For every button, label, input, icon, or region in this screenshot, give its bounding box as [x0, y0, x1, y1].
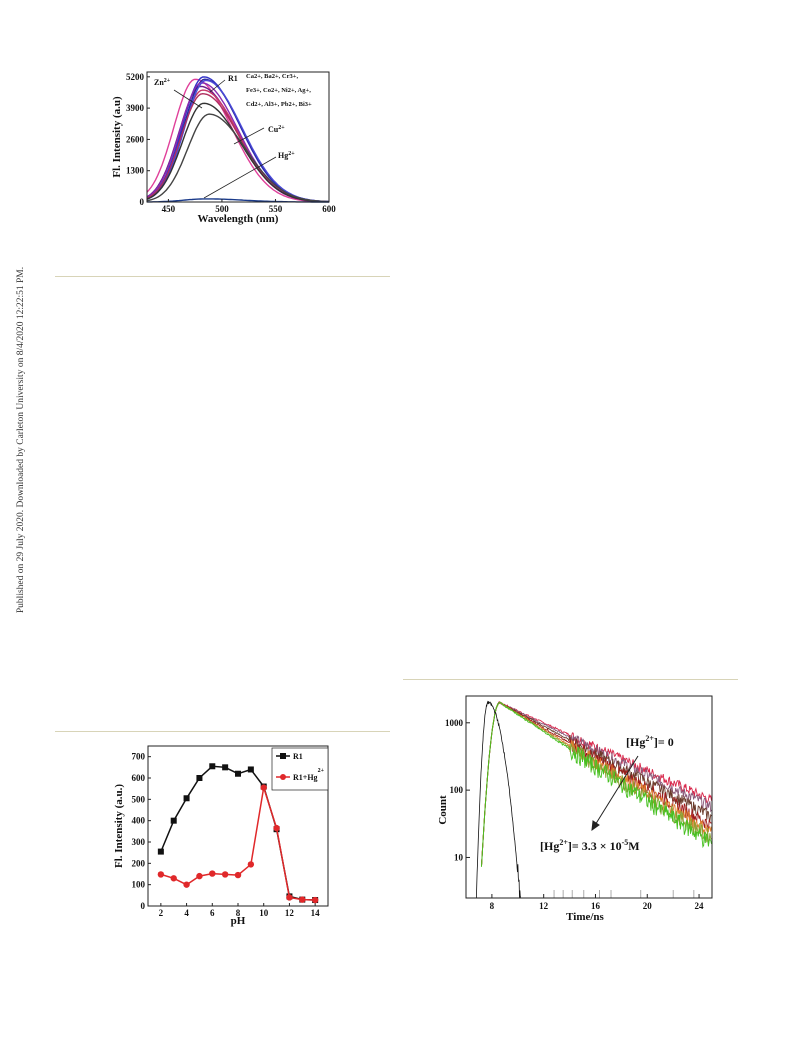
cu-label: Cu2+	[268, 125, 285, 134]
download-watermark: Published on 29 July 2020. Downloaded by…	[0, 0, 40, 1039]
ytick-label: 1000	[445, 718, 464, 728]
chart3-decay-curves	[476, 700, 712, 899]
ytick-label: 1300	[126, 166, 145, 176]
chart1-ticks: 450 500 550 600 0 1300 2600 3900 5200	[126, 72, 336, 214]
ytick-label: 100	[132, 880, 146, 890]
chart1-xlabel: Wavelength (nm)	[198, 213, 279, 225]
r1-label: R1	[228, 74, 238, 83]
xtick-label: 8	[490, 901, 495, 911]
xtick-label: 8	[236, 908, 241, 918]
point-r1hg	[209, 870, 216, 877]
ytick-label: 3900	[126, 103, 145, 113]
chart1-pointer-lines	[173, 79, 277, 199]
ytick-label: 700	[132, 752, 146, 762]
point-r1hg	[299, 896, 306, 903]
point-r1hg	[183, 881, 190, 888]
chart1-ylabel: Fl. Intensity (a.u)	[111, 96, 123, 178]
emission-curve-0	[146, 78, 330, 203]
ytick-label: 400	[132, 816, 146, 826]
point-r1	[157, 848, 164, 855]
ions-line-3: Cd2+, Al3+, Pb2+, Bi3+	[246, 101, 312, 108]
ph-dependence-chart: 2 4 6 8 10 12 14 0 100 200 300 400 500 600 700 R1 R1+H…	[113, 745, 329, 927]
chart3-xlabel: Time/ns	[566, 911, 604, 923]
point-r1hg	[260, 784, 267, 791]
chart1-frame	[146, 71, 330, 203]
xtick-label: 20	[643, 901, 653, 911]
download-watermark-text: Published on 29 July 2020. Downloaded by…	[16, 266, 26, 614]
ytick-label: 300	[132, 837, 146, 847]
xtick-label: 600	[322, 204, 336, 214]
zn-label: Zn2+	[154, 78, 171, 87]
decay-curve-6	[481, 701, 712, 867]
chart2-ylabel: Fl. Intensity (a.u.)	[113, 784, 125, 868]
point-r1hg	[196, 872, 203, 880]
xtick-label: 12	[539, 901, 549, 911]
chart3-ticks: 8 12 16 20 24 10 100 1000	[445, 718, 704, 911]
point-r1hg	[286, 894, 293, 901]
point-r1hg	[157, 871, 165, 878]
legend-r1-label: R1	[293, 752, 303, 761]
irf-curve	[476, 700, 551, 899]
chart3-frame	[465, 695, 713, 899]
point-r1hg	[273, 824, 280, 832]
ytick-label: 2600	[126, 134, 145, 144]
section-rule-2	[55, 731, 390, 732]
point-r1hg	[247, 861, 255, 868]
legend-r1hg-marker	[280, 774, 286, 780]
point-r1	[183, 795, 190, 802]
section-rule-1	[55, 276, 390, 277]
point-r1hg	[234, 871, 242, 879]
point-r1hg	[221, 871, 229, 878]
chart2-series	[157, 763, 319, 904]
ytick-label: 10	[454, 852, 464, 862]
emission-curves	[146, 76, 330, 203]
xtick-label: 14	[311, 908, 321, 918]
fluorescence-decay-chart: 8 12 16 20 24 10 100 1000 Count Time/ns [Hg2+]=…	[437, 695, 713, 923]
point-r1	[209, 763, 216, 770]
decay-curve-1	[481, 701, 712, 866]
chart3-arrow	[591, 755, 639, 832]
point-r1	[196, 775, 203, 781]
xtick-label: 12	[285, 908, 295, 918]
ytick-label: 200	[132, 858, 146, 868]
xtick-label: 500	[215, 204, 229, 214]
point-r1	[170, 817, 177, 824]
chart2-legend: R1 R1+Hg2+	[276, 752, 325, 782]
emission-curve-9	[146, 113, 330, 203]
chart2-ticks: 2 4 6 8 10 12 14 0 100 200 300 400 500 600 700	[132, 752, 321, 918]
point-r1	[247, 766, 254, 773]
chart3-ylabel: Count	[437, 795, 449, 825]
ytick-label: 100	[450, 785, 464, 795]
xtick-label: 24	[695, 901, 705, 911]
xtick-label: 450	[162, 204, 176, 214]
point-r1	[235, 770, 241, 777]
ions-line-1: Ca2+, Ba2+, Cr3+,	[246, 73, 298, 80]
section-rule-3	[403, 679, 738, 680]
chart2-xlabel: pH	[231, 915, 246, 927]
ytick-label: 600	[132, 773, 146, 783]
hg-label: Hg2+	[278, 151, 295, 160]
xtick-label: 16	[591, 901, 601, 911]
point-r1	[222, 764, 229, 771]
hg-zero-label: [Hg2+]= 0	[626, 734, 674, 749]
ions-line-2: Fe3+, Co2+, Ni2+, Ag+,	[246, 87, 311, 94]
xtick-label: 2	[159, 908, 164, 918]
point-r1hg	[311, 896, 319, 904]
xtick-label: 550	[269, 204, 283, 214]
ytick-label: 500	[132, 794, 146, 804]
xtick-label: 4	[184, 908, 189, 918]
point-r1hg	[170, 875, 177, 882]
decay-curve-3	[481, 701, 712, 867]
legend-r1hg-label: R1+Hg2+	[293, 768, 325, 782]
ytick-label: 5200	[126, 72, 145, 82]
xtick-label: 10	[259, 908, 269, 918]
xtick-label: 6	[210, 908, 215, 918]
ytick-label: 0	[140, 197, 145, 207]
hg-conc-label: [Hg2+]= 3.3 × 10-5M	[540, 838, 640, 853]
ytick-label: 0	[141, 901, 146, 911]
legend-r1-marker	[280, 753, 286, 759]
emission-spectra-chart: 450 500 550 600 0 1300 2600 3900 5200 Fl. Intens…	[111, 71, 336, 225]
